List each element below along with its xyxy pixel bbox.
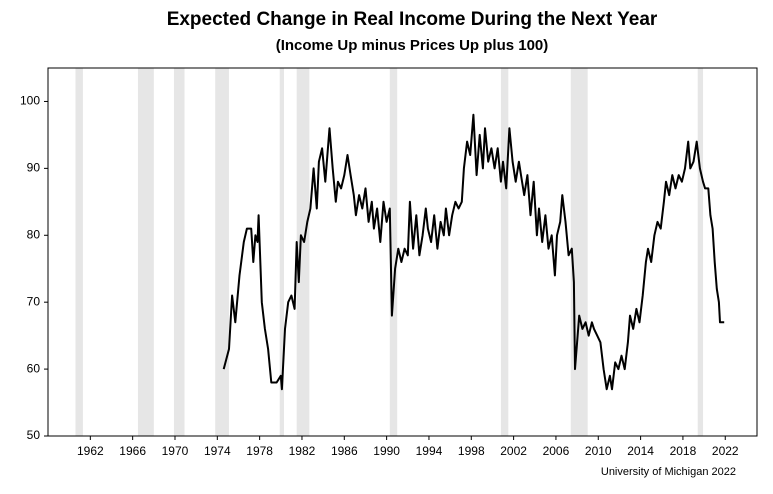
- x-tick-label: 1974: [204, 444, 231, 458]
- y-tick-label: 70: [27, 294, 41, 308]
- y-tick-label: 50: [27, 428, 41, 442]
- recession-band: [215, 68, 229, 436]
- x-tick-label: 1978: [246, 444, 273, 458]
- recession-band: [173, 68, 185, 436]
- x-tick-label: 1966: [119, 444, 146, 458]
- y-tick-label: 100: [20, 94, 40, 108]
- y-tick-label: 60: [27, 361, 41, 375]
- x-tick-label: 1986: [331, 444, 358, 458]
- x-tick-label: 1962: [77, 444, 104, 458]
- recession-band: [137, 68, 154, 436]
- x-tick-label: 1998: [458, 444, 485, 458]
- chart-subtitle: (Income Up minus Prices Up plus 100): [276, 37, 549, 54]
- recession-band: [75, 68, 83, 436]
- x-tick-label: 2014: [627, 444, 654, 458]
- recession-band: [279, 68, 284, 436]
- chart-title: Expected Change in Real Income During th…: [167, 9, 658, 30]
- x-tick-label: 2006: [543, 444, 570, 458]
- plot-frame: [47, 67, 758, 437]
- x-tick-label: 1990: [373, 444, 400, 458]
- recession-bands: [75, 68, 704, 436]
- recession-band: [570, 68, 588, 436]
- x-tick-label: 2022: [712, 444, 739, 458]
- x-tick-label: 2002: [500, 444, 527, 458]
- x-tick-label: 1994: [416, 444, 443, 458]
- recession-band: [296, 68, 310, 436]
- recession-band: [500, 68, 509, 436]
- x-tick-label: 2018: [670, 444, 697, 458]
- x-tick-label: 1970: [162, 444, 189, 458]
- recession-band: [389, 68, 398, 436]
- x-tick-label: 1982: [289, 444, 316, 458]
- x-tick-label: 2010: [585, 444, 612, 458]
- y-tick-label: 80: [27, 227, 41, 241]
- recession-band: [697, 68, 704, 436]
- y-tick-label: 90: [27, 161, 41, 175]
- source-note: University of Michigan 2022: [601, 466, 736, 478]
- income-line: [222, 113, 725, 391]
